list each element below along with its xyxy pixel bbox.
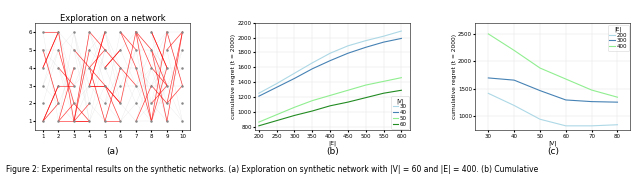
Y-axis label: cumulative regret (t = 2000): cumulative regret (t = 2000) <box>232 34 236 119</box>
Title: Exploration on a network: Exploration on a network <box>60 14 166 23</box>
Legend: 200, 300, 400: 200, 300, 400 <box>607 24 628 51</box>
Text: (b): (b) <box>326 147 339 156</box>
X-axis label: |E|: |E| <box>329 140 337 146</box>
Text: (c): (c) <box>547 147 559 156</box>
Legend: 30, 40, 50, 60: 30, 40, 50, 60 <box>391 96 408 129</box>
X-axis label: |V|: |V| <box>548 140 557 146</box>
Text: Figure 2: Experimental results on the synthetic networks. (a) Exploration on syn: Figure 2: Experimental results on the sy… <box>6 165 539 174</box>
Y-axis label: cumulative regret (t = 2000): cumulative regret (t = 2000) <box>452 34 456 119</box>
Text: (a): (a) <box>106 147 119 156</box>
